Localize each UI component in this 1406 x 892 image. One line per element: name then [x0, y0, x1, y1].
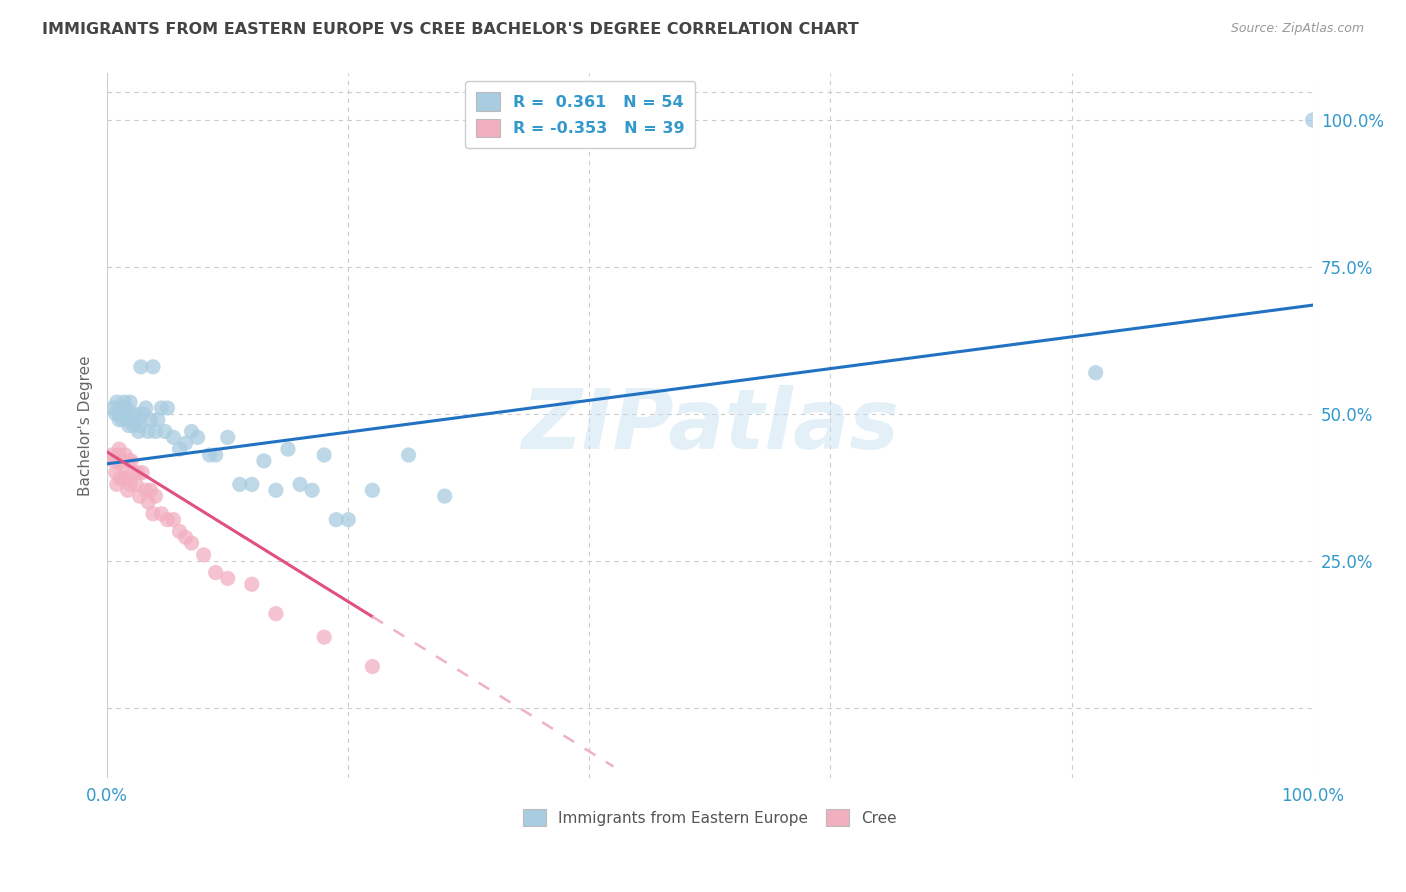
Point — [139, 413, 162, 427]
Point — [127, 413, 149, 427]
Point — [361, 659, 384, 673]
Point — [122, 418, 145, 433]
Point — [162, 513, 184, 527]
Point — [264, 483, 287, 498]
Point — [136, 425, 159, 439]
Point — [135, 401, 157, 415]
Point — [229, 477, 252, 491]
Point — [314, 448, 336, 462]
Point — [105, 395, 128, 409]
Point — [115, 401, 138, 415]
Point — [217, 571, 239, 585]
Point — [110, 471, 132, 485]
Point — [124, 407, 146, 421]
Point — [111, 413, 134, 427]
Point — [101, 448, 124, 462]
Point — [240, 477, 263, 491]
Point — [240, 577, 263, 591]
Point — [114, 448, 136, 462]
Point — [135, 483, 157, 498]
Point — [112, 395, 135, 409]
Point — [1084, 366, 1107, 380]
Point — [301, 483, 323, 498]
Point — [142, 359, 165, 374]
Point — [117, 413, 139, 427]
Point — [145, 489, 167, 503]
Point — [121, 413, 143, 427]
Point — [187, 430, 209, 444]
Point — [169, 524, 191, 539]
Legend: Immigrants from Eastern Europe, Cree: Immigrants from Eastern Europe, Cree — [515, 801, 904, 834]
Point — [108, 413, 131, 427]
Point — [288, 477, 311, 491]
Point — [174, 436, 197, 450]
Point — [193, 548, 215, 562]
Point — [127, 466, 149, 480]
Point — [180, 536, 202, 550]
Point — [204, 566, 226, 580]
Point — [169, 442, 191, 456]
Point — [204, 448, 226, 462]
Point — [217, 430, 239, 444]
Point — [103, 401, 125, 415]
Point — [264, 607, 287, 621]
Point — [150, 507, 173, 521]
Text: ZIPatlas: ZIPatlas — [522, 385, 898, 467]
Point — [174, 530, 197, 544]
Point — [398, 448, 420, 462]
Point — [120, 477, 142, 491]
Point — [139, 483, 162, 498]
Point — [146, 413, 169, 427]
Point — [104, 407, 127, 421]
Point — [153, 425, 176, 439]
Point — [122, 466, 145, 480]
Point — [111, 459, 134, 474]
Text: Source: ZipAtlas.com: Source: ZipAtlas.com — [1230, 22, 1364, 36]
Point — [1302, 113, 1324, 128]
Point — [180, 425, 202, 439]
Point — [156, 401, 179, 415]
Y-axis label: Bachelor's Degree: Bachelor's Degree — [79, 355, 93, 496]
Point — [118, 418, 141, 433]
Point — [198, 448, 221, 462]
Point — [136, 495, 159, 509]
Point — [128, 489, 150, 503]
Point — [120, 395, 142, 409]
Point — [120, 454, 142, 468]
Point — [128, 418, 150, 433]
Point — [145, 425, 167, 439]
Point — [111, 401, 134, 415]
Point — [105, 477, 128, 491]
Point — [128, 425, 150, 439]
Point — [361, 483, 384, 498]
Point — [104, 466, 127, 480]
Point — [118, 454, 141, 468]
Point — [108, 442, 131, 456]
Text: IMMIGRANTS FROM EASTERN EUROPE VS CREE BACHELOR'S DEGREE CORRELATION CHART: IMMIGRANTS FROM EASTERN EUROPE VS CREE B… — [42, 22, 859, 37]
Point — [132, 407, 155, 421]
Point — [150, 401, 173, 415]
Point — [115, 471, 138, 485]
Point — [120, 407, 142, 421]
Point — [125, 477, 148, 491]
Point — [433, 489, 456, 503]
Point — [129, 359, 152, 374]
Point — [277, 442, 299, 456]
Point — [162, 430, 184, 444]
Point — [114, 407, 136, 421]
Point — [337, 513, 360, 527]
Point — [117, 483, 139, 498]
Point — [107, 448, 129, 462]
Point — [108, 407, 131, 421]
Point — [131, 466, 153, 480]
Point — [253, 454, 276, 468]
Point — [103, 454, 125, 468]
Point — [314, 630, 336, 644]
Point — [325, 513, 347, 527]
Point — [156, 513, 179, 527]
Point — [112, 471, 135, 485]
Point — [142, 507, 165, 521]
Point — [111, 454, 134, 468]
